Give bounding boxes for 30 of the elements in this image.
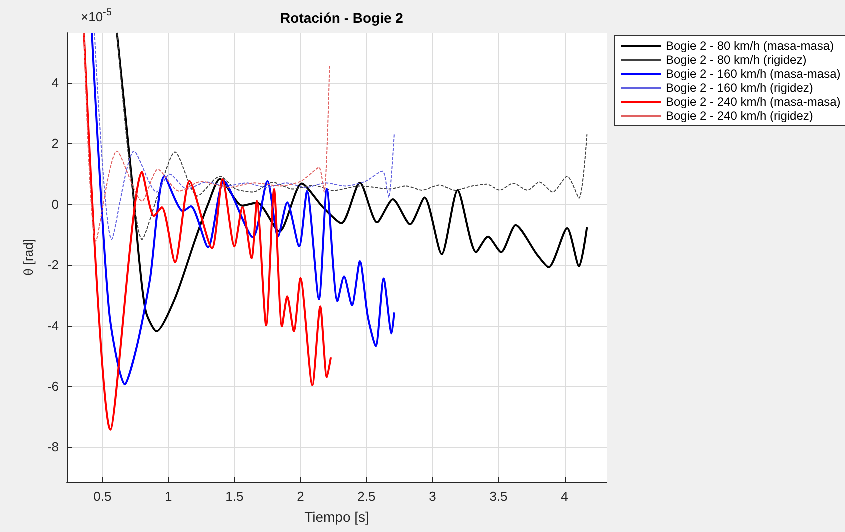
- line-series: [116, 32, 588, 240]
- x-tick-label: 1.5: [226, 489, 244, 504]
- y-tick-label: -8: [47, 440, 59, 455]
- x-tick-label: 2: [297, 489, 304, 504]
- y-tick-label: 2: [52, 136, 59, 152]
- chart-title: Rotación - Bogie 2: [280, 10, 404, 26]
- x-tick-label: 1: [165, 489, 172, 504]
- legend-label: Bogie 2 - 80 km/h (rigidez): [666, 53, 807, 67]
- legend-label: Bogie 2 - 160 km/h (masa-masa): [666, 67, 841, 81]
- y-tick-label: 4: [52, 76, 59, 91]
- y-tick-label: -2: [47, 258, 59, 273]
- x-axis-title: Tiempo [s]: [304, 509, 370, 525]
- line-series: [116, 32, 588, 333]
- x-tick-label: 4: [561, 489, 568, 504]
- y-tick-label: -4: [47, 318, 59, 334]
- x-tick-label: 3: [429, 489, 436, 504]
- legend-label: Bogie 2 - 160 km/h (rigidez): [666, 81, 814, 95]
- legend-label: Bogie 2 - 80 km/h (masa-masa): [666, 39, 834, 53]
- x-tick-label: 0.5: [94, 489, 112, 504]
- legend-label: Bogie 2 - 240 km/h (masa-masa): [666, 95, 841, 109]
- y-axis-title: θ [rad]: [21, 239, 36, 276]
- line-series: [91, 32, 396, 386]
- y-tick-label: 0: [52, 196, 59, 212]
- y-tick-label: -6: [47, 378, 59, 394]
- x-tick-label: 3.5: [490, 489, 508, 504]
- line-series: [84, 32, 330, 242]
- x-tick-label: 2.5: [358, 489, 376, 504]
- line-series: [94, 32, 395, 240]
- legend-label: Bogie 2 - 240 km/h (rigidez): [666, 109, 814, 123]
- line-series: [83, 32, 332, 431]
